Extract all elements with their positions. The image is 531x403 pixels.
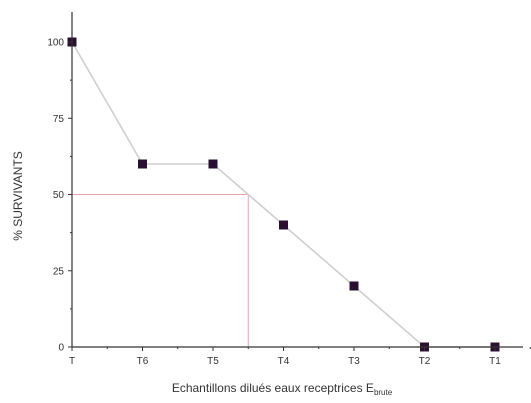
y-tick-label: 0 <box>58 343 64 354</box>
x-tick-label: T6 <box>137 356 149 367</box>
y-tick-label: 25 <box>53 266 65 277</box>
data-point <box>279 220 288 230</box>
reference-lines <box>72 194 249 347</box>
x-axis-title: Echantillons dilués eaux receptrices Ebr… <box>172 381 393 397</box>
data-point <box>349 281 359 291</box>
x-tick-label: T4 <box>278 356 290 367</box>
data-point <box>138 159 147 169</box>
x-tick-label: T1 <box>489 356 501 367</box>
x-ticks: T T6 T5 T4 T3 T2 T1 <box>69 347 531 367</box>
y-tick-label: 100 <box>47 38 64 49</box>
y-tick-label: 75 <box>53 114 65 125</box>
y-axis-title: % SURVIVANTS <box>11 151 25 241</box>
x-tick-label: T3 <box>348 356 360 367</box>
x-tick-label: T2 <box>419 356 431 367</box>
x-tick-label: T <box>69 356 75 367</box>
y-tick-label: 50 <box>53 190 65 201</box>
x-axis-title-main: Echantillons dilués eaux receptrices E <box>172 381 374 395</box>
y-ticks: 0 25 50 75 100 <box>47 38 72 354</box>
x-axis-title-subscript: brute <box>374 388 393 397</box>
data-point <box>208 159 218 169</box>
x-tick-label: T5 <box>207 356 219 367</box>
